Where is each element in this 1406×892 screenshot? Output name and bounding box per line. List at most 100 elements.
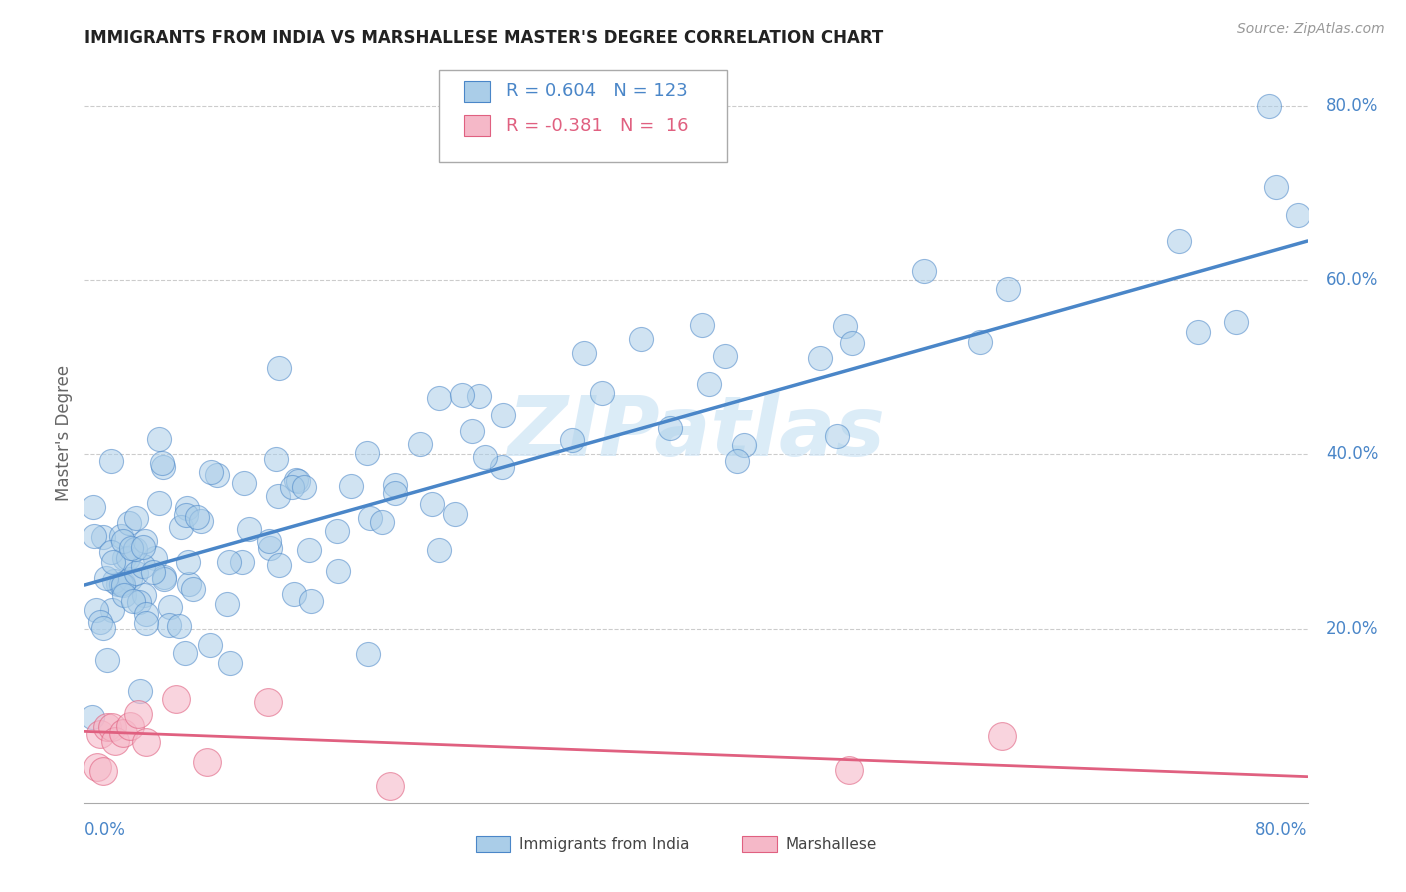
Point: [969, 335, 991, 350]
Point: [357, 647, 380, 661]
Point: [269, 558, 291, 573]
Point: [297, 542, 319, 557]
Point: [101, 603, 124, 617]
Point: [231, 556, 253, 570]
Point: [112, 533, 135, 548]
Point: [157, 617, 180, 632]
Point: [384, 486, 406, 500]
Point: [86, 760, 108, 774]
Point: [451, 388, 474, 402]
Point: [561, 433, 583, 447]
Point: [89, 727, 111, 741]
Point: [1258, 99, 1281, 113]
Text: 40.0%: 40.0%: [1326, 445, 1378, 464]
Text: 80.0%: 80.0%: [1256, 822, 1308, 839]
Point: [292, 480, 315, 494]
Point: [238, 522, 260, 536]
FancyBboxPatch shape: [439, 70, 727, 162]
Point: [148, 432, 170, 446]
Text: R = 0.604   N = 123: R = 0.604 N = 123: [506, 82, 688, 100]
Point: [96, 653, 118, 667]
Point: [83, 529, 105, 543]
Point: [91, 621, 114, 635]
Point: [131, 541, 153, 555]
Point: [167, 619, 190, 633]
Point: [287, 475, 309, 489]
Point: [112, 551, 135, 566]
Point: [658, 421, 681, 435]
Point: [326, 524, 349, 538]
Point: [283, 587, 305, 601]
Point: [340, 479, 363, 493]
Point: [82, 710, 104, 724]
Y-axis label: Master's Degree: Master's Degree: [55, 365, 73, 500]
Point: [491, 459, 513, 474]
Point: [299, 593, 322, 607]
Point: [135, 734, 157, 748]
Point: [266, 489, 288, 503]
Point: [468, 389, 491, 403]
Point: [112, 588, 135, 602]
Point: [827, 429, 849, 443]
Point: [118, 572, 141, 586]
Point: [572, 345, 595, 359]
Point: [117, 550, 139, 565]
Point: [174, 647, 197, 661]
Text: R = -0.381   N =  16: R = -0.381 N = 16: [506, 117, 689, 135]
Point: [152, 459, 174, 474]
Point: [384, 478, 406, 492]
Point: [697, 376, 720, 391]
Point: [281, 480, 304, 494]
Text: Immigrants from India: Immigrants from India: [519, 837, 689, 852]
Point: [808, 351, 831, 365]
Point: [125, 566, 148, 581]
Point: [93, 530, 115, 544]
Point: [128, 595, 150, 609]
Point: [120, 718, 142, 732]
Point: [725, 454, 748, 468]
Point: [997, 282, 1019, 296]
Point: [103, 574, 125, 588]
Point: [186, 510, 208, 524]
Point: [443, 507, 465, 521]
Point: [427, 391, 450, 405]
Point: [110, 577, 132, 591]
Point: [107, 576, 129, 591]
Point: [217, 597, 239, 611]
Point: [100, 545, 122, 559]
Point: [264, 452, 287, 467]
Point: [84, 603, 107, 617]
Point: [359, 511, 381, 525]
Point: [259, 541, 281, 555]
Point: [159, 600, 181, 615]
Point: [267, 360, 290, 375]
Point: [165, 691, 187, 706]
Point: [181, 582, 204, 596]
Point: [474, 450, 496, 464]
Point: [841, 335, 863, 350]
Point: [111, 576, 134, 591]
Point: [174, 508, 197, 523]
Point: [91, 764, 114, 779]
Point: [125, 511, 148, 525]
Point: [218, 555, 240, 569]
FancyBboxPatch shape: [464, 80, 491, 102]
Point: [170, 519, 193, 533]
Point: [326, 564, 349, 578]
Point: [205, 468, 228, 483]
Point: [124, 541, 146, 556]
FancyBboxPatch shape: [464, 115, 491, 136]
Text: IMMIGRANTS FROM INDIA VS MARSHALLESE MASTER'S DEGREE CORRELATION CHART: IMMIGRANTS FROM INDIA VS MARSHALLESE MAS…: [84, 29, 883, 47]
Point: [135, 607, 157, 621]
Text: 60.0%: 60.0%: [1326, 271, 1378, 289]
Point: [991, 729, 1014, 743]
Point: [427, 543, 450, 558]
Point: [148, 496, 170, 510]
Point: [127, 706, 149, 721]
Point: [1225, 315, 1247, 329]
FancyBboxPatch shape: [475, 836, 510, 853]
Text: ZIPatlas: ZIPatlas: [508, 392, 884, 473]
Point: [284, 473, 307, 487]
Point: [492, 408, 515, 422]
Text: Source: ZipAtlas.com: Source: ZipAtlas.com: [1237, 22, 1385, 37]
